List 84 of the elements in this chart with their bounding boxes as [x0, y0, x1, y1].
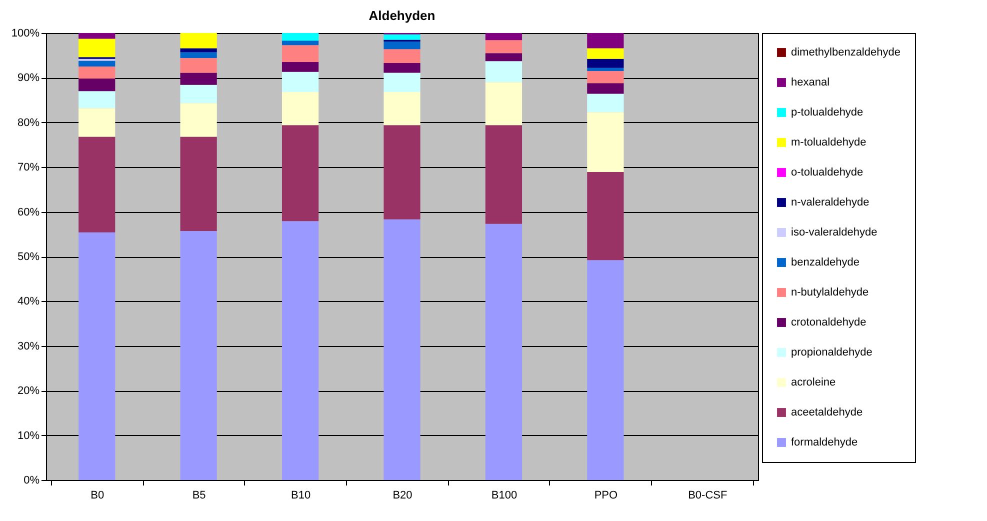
bar: [78, 136, 116, 232]
x-tick-label: B5: [192, 490, 206, 502]
bar: [485, 125, 522, 224]
bar: [485, 61, 522, 82]
bar: [587, 112, 624, 172]
bar: [587, 70, 624, 84]
bar: [587, 83, 624, 94]
legend-label: n-valeraldehyde: [791, 196, 870, 208]
bar: [485, 53, 522, 62]
legend-label: crotonaldehyde: [791, 316, 866, 328]
bar: [180, 103, 217, 137]
bar: [587, 33, 624, 48]
legend-label: p-tolualdehyde: [791, 106, 864, 118]
bar: [587, 94, 624, 112]
x-tick-label: B100: [491, 490, 518, 502]
bar: [180, 84, 217, 104]
legend-label: acroleine: [791, 376, 836, 388]
bar: [282, 62, 319, 72]
y-tick-label: 20%: [17, 385, 40, 398]
y-tick-label: 70%: [17, 162, 40, 174]
y-tick-label: 50%: [17, 251, 40, 263]
legend-label: formaldehyde: [791, 436, 858, 448]
bar: [78, 232, 116, 480]
y-tick-label: 0%: [24, 474, 40, 486]
bar: [587, 68, 624, 71]
bar: [78, 66, 116, 79]
y-tick-label: 60%: [17, 206, 40, 218]
bar: [384, 49, 420, 63]
bar: [180, 136, 217, 232]
bar: [78, 38, 116, 58]
bar: [282, 45, 319, 62]
bar: [78, 78, 116, 92]
bar: [282, 221, 319, 480]
y-tick-label: 10%: [17, 430, 40, 442]
bar: [180, 52, 217, 58]
y-tick-label: 40%: [17, 296, 40, 308]
bar: [384, 92, 420, 126]
bar: [587, 172, 624, 260]
bar: [180, 33, 217, 48]
bar: [282, 72, 319, 92]
bar: [180, 231, 217, 480]
bar: [180, 58, 217, 73]
bar: [384, 72, 420, 92]
bar: [384, 62, 420, 73]
legend-label: hexanal: [791, 76, 830, 88]
y-tick-label: 80%: [17, 116, 40, 129]
chart-title: Aldehyden: [368, 8, 436, 23]
legend-label: propionaldehyde: [791, 346, 872, 358]
bar: [587, 58, 624, 68]
bar: [485, 224, 522, 480]
bar: [78, 60, 116, 67]
y-tick-label: 30%: [17, 340, 40, 352]
bar: [180, 48, 217, 52]
bar: [485, 40, 522, 54]
legend-label: m-tolualdehyde: [791, 136, 866, 148]
bar: [78, 91, 116, 108]
bar: [485, 33, 522, 40]
bar: [180, 72, 217, 85]
x-tick-label: PPO: [594, 490, 618, 502]
legend-label: iso-valeraldehyde: [791, 226, 878, 238]
x-tick-label: B10: [290, 490, 311, 502]
bar: [78, 33, 116, 39]
x-tick-label: B0-CSF: [688, 490, 728, 502]
legend-label: dimethylbenzaldehyde: [791, 46, 900, 58]
legend-label: aceetaldehyde: [791, 406, 863, 418]
legend-label: o-tolualdehyde: [791, 166, 864, 178]
y-tick-label: 90%: [17, 72, 40, 84]
bar: [384, 34, 420, 40]
x-tick-label: B0: [90, 490, 104, 502]
bar: [282, 92, 319, 126]
bar: [485, 82, 522, 126]
bar: [587, 260, 624, 480]
x-tick-label: B20: [392, 490, 412, 502]
bar: [384, 219, 420, 480]
legend-label: n-butylaldehyde: [791, 286, 869, 298]
bar: [384, 125, 420, 220]
bar: [282, 40, 319, 46]
bar: [78, 108, 116, 137]
bar: [282, 33, 319, 41]
bar: [282, 125, 319, 222]
bar: [587, 48, 624, 59]
y-tick-label: 100%: [11, 28, 40, 40]
bar: [384, 41, 420, 50]
legend-label: benzaldehyde: [791, 256, 860, 268]
